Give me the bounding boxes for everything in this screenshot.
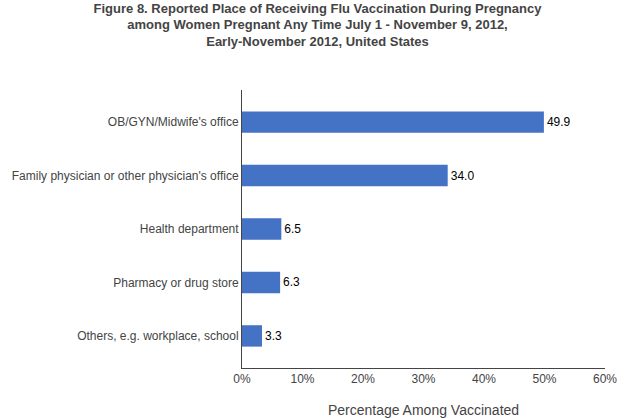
svg-text:60%: 60% (593, 372, 617, 386)
svg-text:Figure 8. Reported Place of Re: Figure 8. Reported Place of Receiving Fl… (94, 1, 543, 50)
svg-text:Family physician or other phys: Family physician or other physician's of… (12, 169, 239, 183)
svg-text:6.3: 6.3 (283, 275, 300, 289)
svg-text:30%: 30% (411, 372, 435, 386)
svg-text:34.0: 34.0 (451, 169, 475, 183)
svg-text:Others, e.g. workplace, school: Others, e.g. workplace, school (77, 329, 238, 343)
svg-text:20%: 20% (351, 372, 375, 386)
svg-text:Percentage Among Vaccinated: Percentage Among Vaccinated (328, 402, 519, 418)
svg-text:0%: 0% (233, 372, 251, 386)
svg-text:Pharmacy or drug store: Pharmacy or drug store (113, 276, 239, 290)
svg-text:40%: 40% (472, 372, 496, 386)
svg-text:49.9: 49.9 (547, 115, 571, 129)
svg-text:10%: 10% (290, 372, 314, 386)
svg-text:50%: 50% (532, 372, 556, 386)
svg-text:6.5: 6.5 (284, 222, 301, 236)
svg-text:OB/GYN/Midwife's office: OB/GYN/Midwife's office (108, 115, 239, 129)
svg-text:Health department: Health department (140, 222, 239, 236)
svg-text:3.3: 3.3 (265, 329, 282, 343)
